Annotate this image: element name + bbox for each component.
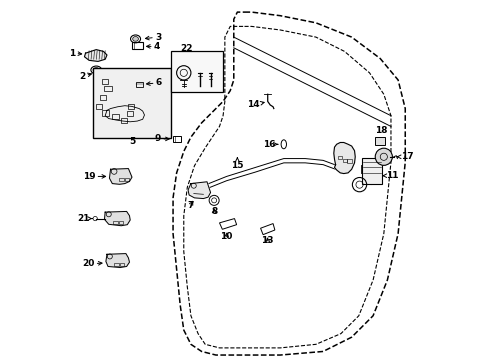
Text: 10: 10: [220, 232, 232, 241]
Text: 12: 12: [367, 177, 383, 186]
Text: 18: 18: [374, 126, 386, 135]
Text: 4: 4: [146, 42, 160, 51]
Text: 17: 17: [397, 152, 412, 161]
Bar: [112, 114, 119, 119]
Bar: [362, 158, 381, 184]
Bar: [113, 221, 118, 224]
Polygon shape: [188, 182, 210, 199]
Bar: [114, 263, 119, 266]
Text: 1: 1: [69, 49, 81, 58]
Bar: [119, 178, 124, 181]
Polygon shape: [109, 168, 132, 184]
Text: 2: 2: [79, 72, 91, 81]
Text: 20: 20: [82, 260, 102, 269]
Bar: [126, 111, 133, 116]
Text: 6: 6: [146, 78, 162, 87]
Bar: [120, 263, 124, 266]
Text: 19: 19: [82, 172, 105, 181]
Polygon shape: [104, 211, 130, 226]
Text: 13: 13: [261, 236, 273, 245]
Bar: [346, 159, 351, 163]
Text: 21: 21: [77, 214, 92, 223]
Bar: [104, 86, 112, 91]
Bar: [173, 136, 181, 142]
Bar: [342, 158, 346, 162]
Bar: [124, 178, 129, 181]
Bar: [135, 82, 142, 87]
Bar: [100, 95, 105, 100]
Bar: [93, 68, 171, 138]
Polygon shape: [84, 50, 107, 62]
Text: 3: 3: [145, 33, 161, 42]
Bar: [132, 42, 142, 49]
Bar: [121, 118, 127, 123]
Polygon shape: [333, 143, 354, 174]
Bar: [119, 221, 123, 224]
Text: 5: 5: [128, 137, 135, 146]
Text: 15: 15: [231, 158, 243, 170]
Text: 16: 16: [262, 140, 277, 149]
Bar: [374, 137, 384, 145]
Text: 9: 9: [155, 134, 169, 143]
Bar: [171, 51, 223, 93]
Text: 14: 14: [246, 100, 264, 109]
Bar: [96, 104, 102, 109]
Text: 7: 7: [187, 201, 194, 210]
Circle shape: [374, 148, 391, 165]
Bar: [102, 78, 108, 84]
Ellipse shape: [132, 37, 138, 41]
Text: 22: 22: [180, 44, 192, 53]
Bar: [128, 104, 134, 109]
Polygon shape: [106, 253, 129, 267]
Bar: [337, 156, 342, 159]
Text: 8: 8: [211, 207, 217, 216]
Text: 11: 11: [382, 171, 398, 180]
Bar: [102, 111, 108, 116]
